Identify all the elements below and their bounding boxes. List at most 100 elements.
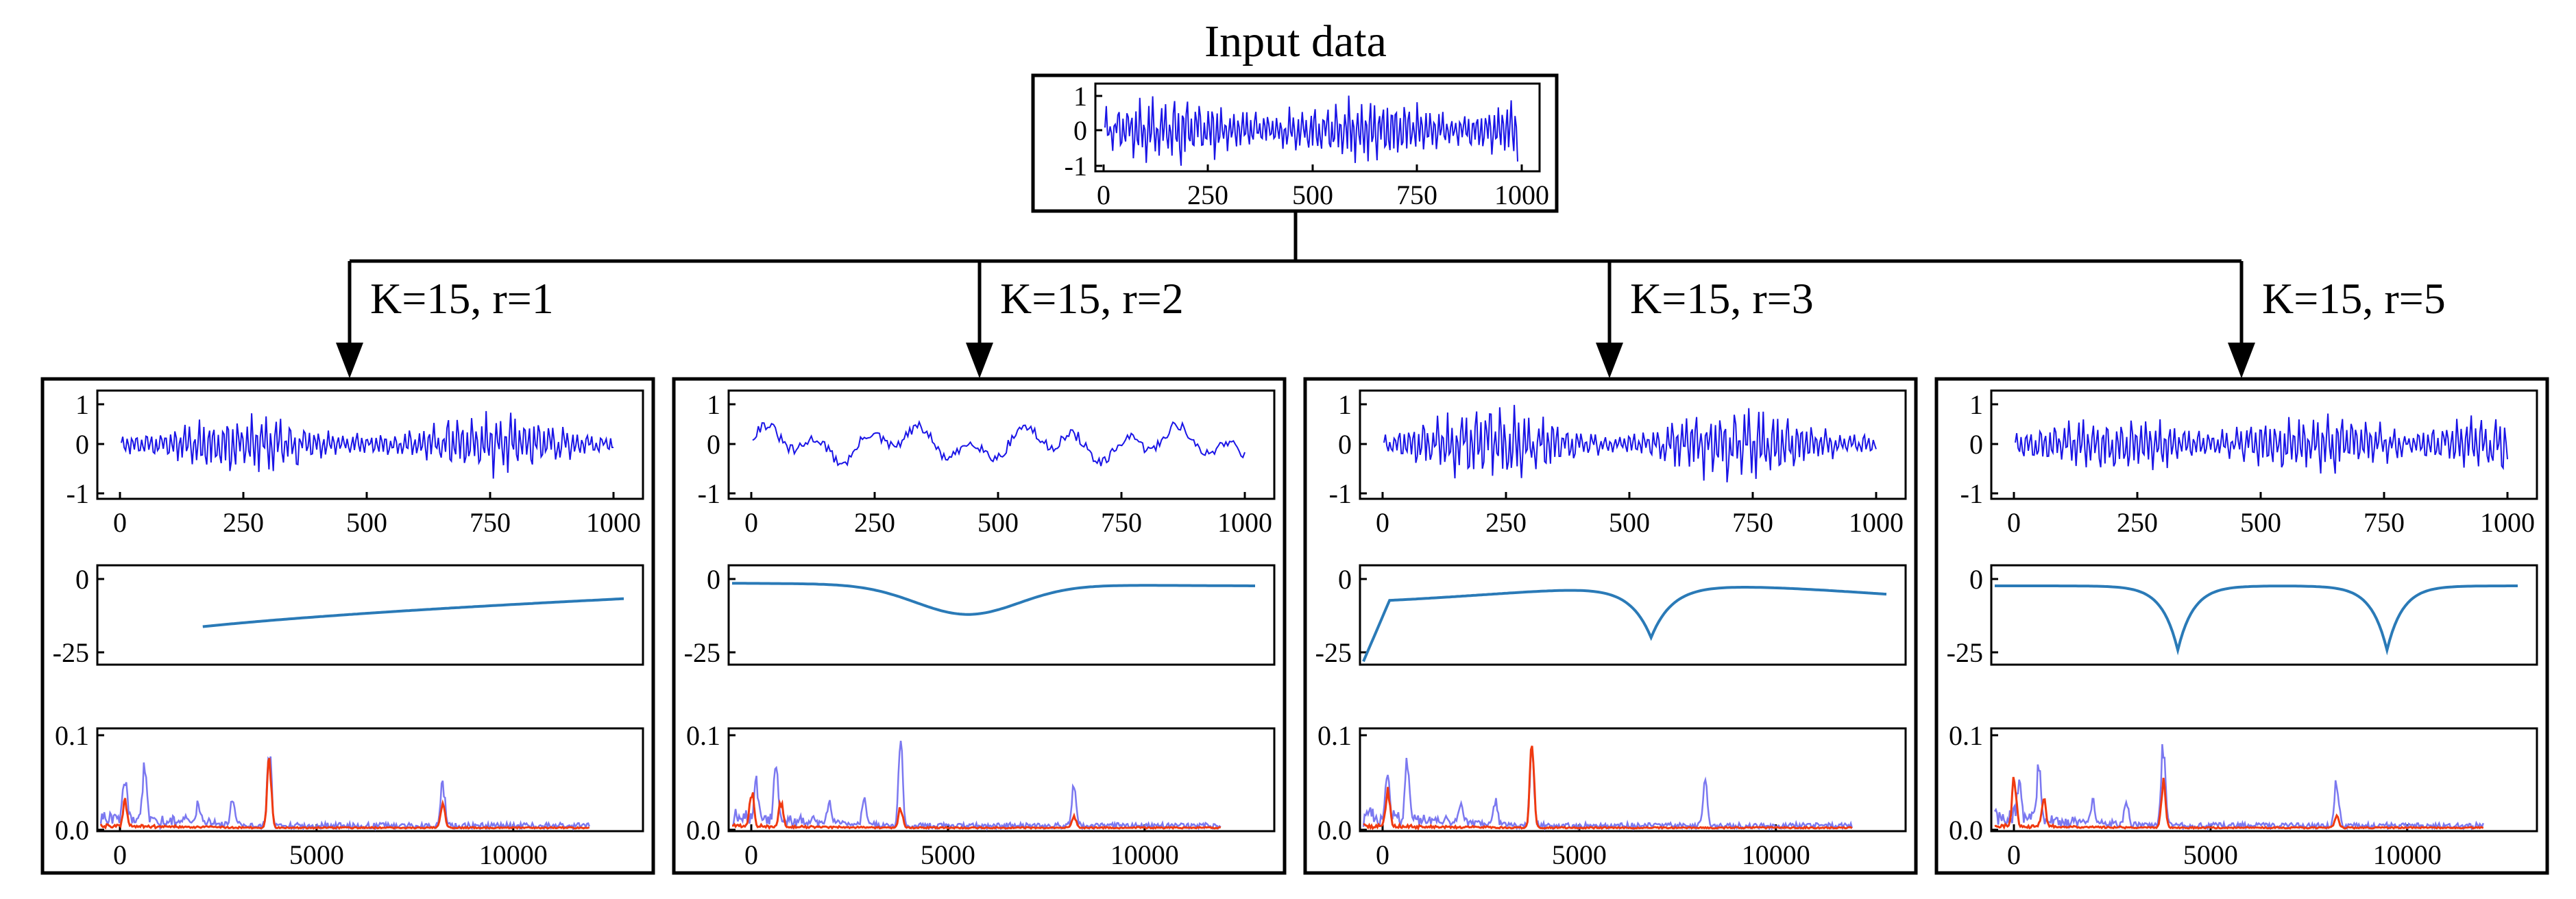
spectrum-axes-xtick-label: 5000	[2183, 839, 2238, 870]
branch-2-spectrum-plot: 0.1 0.0 0 5000 10000	[686, 720, 1276, 870]
signal-axes-xtick-label: 250	[223, 507, 264, 538]
branch-1-response-plot: 0 -25	[53, 564, 644, 668]
signal-axes-ytick-label: 0	[1969, 429, 1983, 460]
branch-3-plots: 10-10 250 500 750 10000-250.10.00 5000 10000	[1315, 389, 1907, 870]
spectrum-filtered-line	[731, 792, 1221, 830]
branch-4-spectrum-plot: 0.1 0.0 0 5000 10000	[1949, 720, 2538, 870]
signal-axes-xtick-label: 0	[1376, 507, 1389, 538]
signal-axes-frame	[727, 389, 1276, 500]
input-signal-line	[1104, 95, 1518, 166]
spectrum-axes-xtick-label: 0	[2007, 839, 2021, 870]
arrowhead-2	[966, 343, 993, 378]
spectrum-axes-xtick-label: 5000	[921, 839, 975, 870]
signal-axes-xtick-label: 1000	[1217, 507, 1272, 538]
input-axes-xtick-label: 750	[1396, 180, 1437, 210]
branch-1-plots: 10-10 250 500 750 10000-250.10.00 5000 10000	[53, 389, 644, 870]
spectrum-axes-ytick-label: 0.0	[55, 815, 89, 846]
input-axes-xtick-label: 250	[1187, 180, 1228, 210]
spectrum-axes-ytick-label: 0.1	[686, 720, 720, 751]
branch-1-signal-plot: 1 0 -1 0 250 500 750 1000	[66, 389, 644, 538]
signal-axes-xtick-label: 500	[346, 507, 387, 538]
response-axes-frame	[727, 564, 1276, 666]
branch-label-1: K=15, r=1	[370, 274, 554, 323]
signal-axes-xtick-label: 500	[977, 507, 1019, 538]
arrowhead-1	[336, 343, 363, 378]
response-axes-ytick-label: 0	[75, 564, 89, 595]
spectrum-axes-xtick-label: 0	[113, 839, 127, 870]
branch-1-spectrum-plot: 0.1 0.0 0 5000 10000	[55, 720, 644, 870]
response-axes-ytick-label: -25	[1947, 637, 1983, 668]
spectrum-axes-xtick-label: 10000	[1742, 839, 1810, 870]
response-axes-ytick-label: -25	[684, 637, 720, 668]
signal-axes-xtick-label: 500	[2240, 507, 2281, 538]
input-axes-xtick-label: 500	[1292, 180, 1333, 210]
signal-axes-xtick-label: 1000	[1849, 507, 1904, 538]
response-axes-frame	[1359, 564, 1907, 666]
spectrum-axes-xtick-label: 10000	[479, 839, 548, 870]
signal-axes-xtick-label: 250	[1485, 507, 1527, 538]
signal-axes-xtick-label: 0	[113, 507, 127, 538]
signal-axes-ytick-label: -1	[698, 478, 720, 509]
branch-4-response-plot: 0 -25	[1947, 564, 2538, 668]
branch-label-2: K=15, r=2	[1000, 274, 1184, 323]
signal-axes-ytick-label: 0	[707, 429, 720, 460]
spectrum-axes-xtick-label: 5000	[1552, 839, 1607, 870]
arrowhead-3	[1596, 343, 1623, 378]
input-axes-ytick-label: 0	[1073, 115, 1087, 146]
branch-arrowheads	[336, 343, 2255, 378]
input-axes-xtick-label: 1000	[1494, 180, 1549, 210]
signal-axes-xtick-label: 500	[1609, 507, 1650, 538]
branch-3-signal-plot: 1 0 -1 0 250 500 750 1000	[1329, 389, 1907, 538]
signal-axes-xtick-label: 1000	[2480, 507, 2535, 538]
signal-axes-ytick-label: 0	[1338, 429, 1352, 460]
input-axes-frame	[1094, 82, 1541, 173]
response-curve	[1362, 586, 1887, 663]
spectrum-axes-xtick-label: 0	[744, 839, 758, 870]
spectrum-axes-ytick-label: 0.0	[1317, 815, 1352, 846]
spectrum-axes-xtick-label: 10000	[2373, 839, 2442, 870]
signal-axes-xtick-label: 250	[854, 507, 895, 538]
spectrum-axes-frame	[1359, 727, 1907, 833]
response-axes-frame	[96, 564, 644, 666]
spectrum-axes-xtick-label: 10000	[1110, 839, 1179, 870]
input-data-plot: 10-10 250 500 750 1000	[1065, 81, 1549, 210]
response-axes-ytick-label: 0	[1338, 564, 1352, 595]
spectrum-input-line	[99, 756, 590, 832]
signal-axes-ytick-label: -1	[66, 478, 89, 509]
branch-4-signal-plot: 1 0 -1 0 250 500 750 1000	[1960, 389, 2538, 538]
branch-panel-2	[672, 377, 1287, 875]
response-curve	[202, 597, 624, 628]
figure-title: Input data	[1204, 16, 1387, 66]
spectrum-axes-ytick-label: 0.1	[1317, 720, 1352, 751]
signal-axes-ytick-label: 0	[75, 429, 89, 460]
signal-axes-xtick-label: 0	[744, 507, 758, 538]
response-curve	[1995, 584, 2518, 656]
branch-4-plots: 10-10 250 500 750 10000-250.10.00 5000 10000	[1947, 389, 2538, 870]
spectrum-axes-frame	[96, 727, 644, 833]
branch-2-response-plot: 0 -25	[684, 564, 1276, 668]
signal-axes-ytick-label: 1	[75, 389, 89, 420]
signal-axes-ytick-label: 1	[1969, 389, 1983, 420]
branch-3-spectrum-plot: 0.1 0.0 0 5000 10000	[1317, 720, 1907, 870]
spectrum-input-line	[1993, 743, 2484, 831]
branch-label-3: K=15, r=3	[1630, 274, 1814, 323]
branch-signal-line	[121, 410, 614, 479]
signal-axes-xtick-label: 750	[1732, 507, 1773, 538]
signal-axes-xtick-label: 1000	[586, 507, 641, 538]
signal-axes-xtick-label: 750	[1101, 507, 1142, 538]
spectrum-axes-xtick-label: 0	[1376, 839, 1389, 870]
branch-panel-1	[40, 377, 655, 875]
branch-panel-4	[1934, 377, 2549, 875]
arrowhead-4	[2228, 343, 2255, 378]
signal-axes-xtick-label: 0	[2007, 507, 2021, 538]
branch-label-4: K=15, r=5	[2262, 274, 2446, 323]
spectrum-axes-frame	[1990, 727, 2538, 833]
response-axes-ytick-label: 0	[1969, 564, 1983, 595]
spectrum-axes-ytick-label: 0.0	[1949, 815, 1983, 846]
signal-axes-ytick-label: -1	[1960, 478, 1983, 509]
response-axes-ytick-label: -25	[1315, 637, 1352, 668]
input-axes-xtick-label: 0	[1097, 180, 1110, 210]
spectrum-input-line	[731, 740, 1222, 832]
signal-axes-xtick-label: 250	[2117, 507, 2158, 538]
